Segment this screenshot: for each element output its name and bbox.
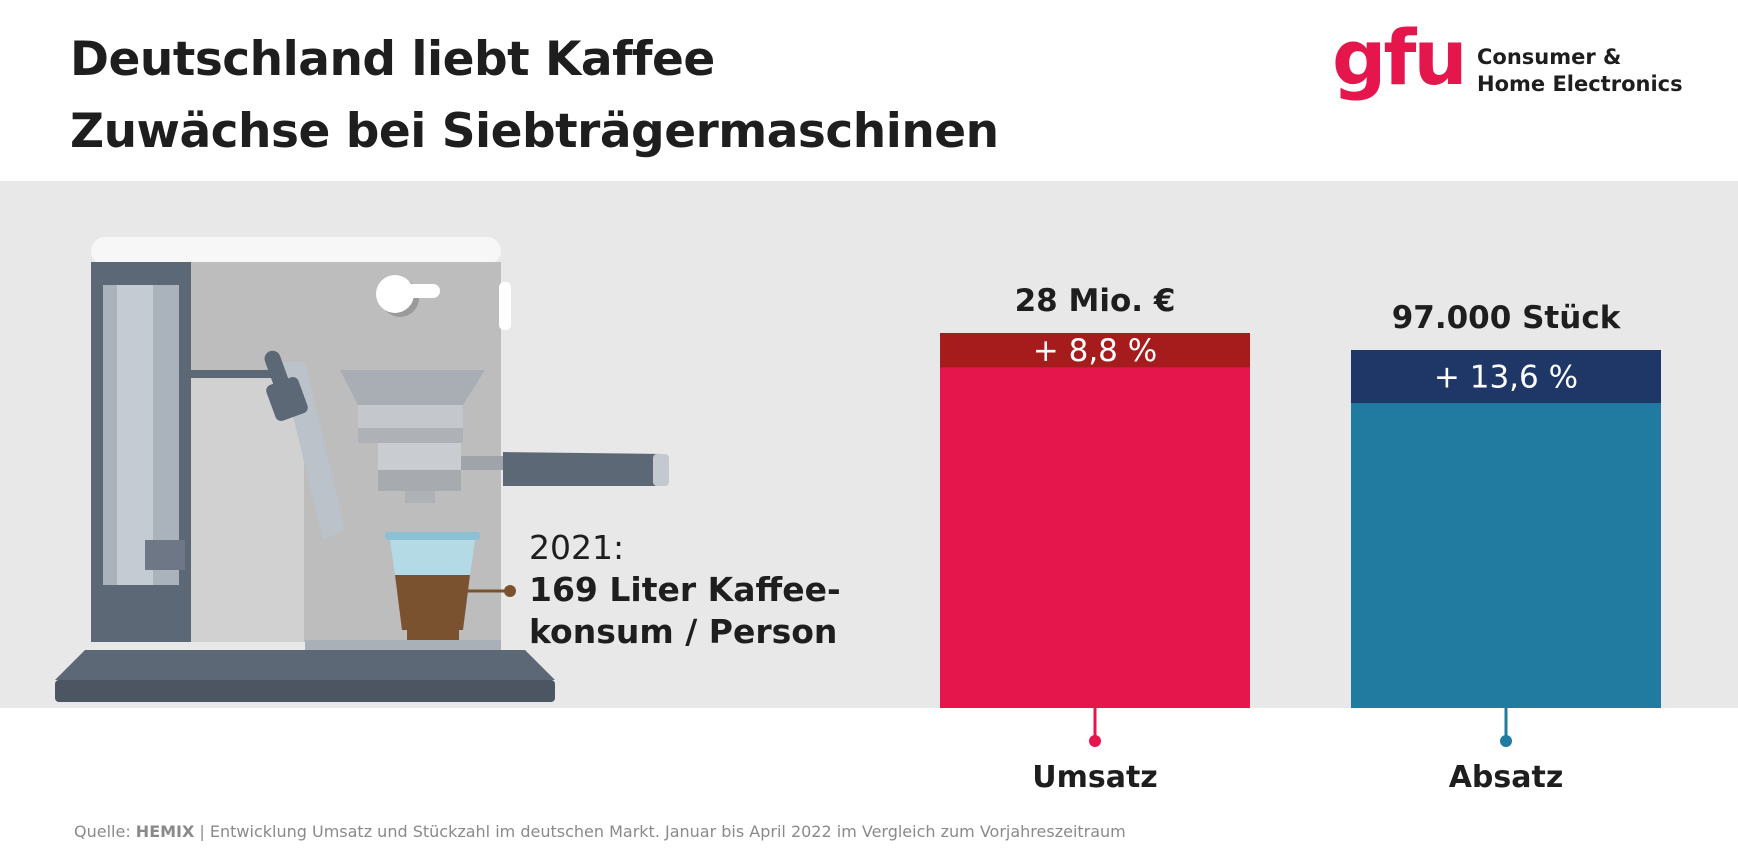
source-brand: HEMIX <box>135 822 195 841</box>
source-text: | Entwicklung Umsatz und Stückzahl im de… <box>199 822 1126 841</box>
connector-dot-absatz <box>1500 735 1512 747</box>
category-label-umsatz: Umsatz <box>1032 760 1158 795</box>
value-label-umsatz: 28 Mio. € <box>1015 283 1176 319</box>
espresso-machine-icon <box>55 237 669 702</box>
growth-label-umsatz: + 8,8 % <box>1033 333 1157 369</box>
growth-cap-umsatz <box>940 333 1250 368</box>
growth-cap-absatz <box>1351 350 1661 404</box>
source-prefix: Quelle: <box>74 822 131 841</box>
gfu-logo: gfu <box>1332 13 1468 102</box>
annotation-line-2: konsum / Person <box>529 612 838 651</box>
logo-text-line-2: Home Electronics <box>1477 72 1683 96</box>
annotation-year: 2021: <box>529 528 625 567</box>
annotation-line-1: 169 Liter Kaffee- <box>529 570 841 609</box>
growth-label-absatz: + 13,6 % <box>1434 360 1578 396</box>
bar-absatz <box>1351 350 1661 708</box>
logo-text-line-1: Consumer & <box>1477 45 1622 69</box>
connector-dot-umsatz <box>1089 735 1101 747</box>
category-label-absatz: Absatz <box>1449 760 1564 795</box>
value-label-absatz: 97.000 Stück <box>1392 300 1622 336</box>
page-title: Deutschland liebt Kaffee <box>70 32 715 87</box>
source-note: Quelle: HEMIX | Entwicklung Umsatz und S… <box>74 822 1126 841</box>
bar-chart: + 8,8 % 28 Mio. € Umsatz + 13,6 % 97.000 Stü… <box>940 283 1661 795</box>
page-subtitle: Zuwächse bei Siebträgermaschinen <box>70 104 999 159</box>
bar-umsatz <box>940 333 1250 708</box>
